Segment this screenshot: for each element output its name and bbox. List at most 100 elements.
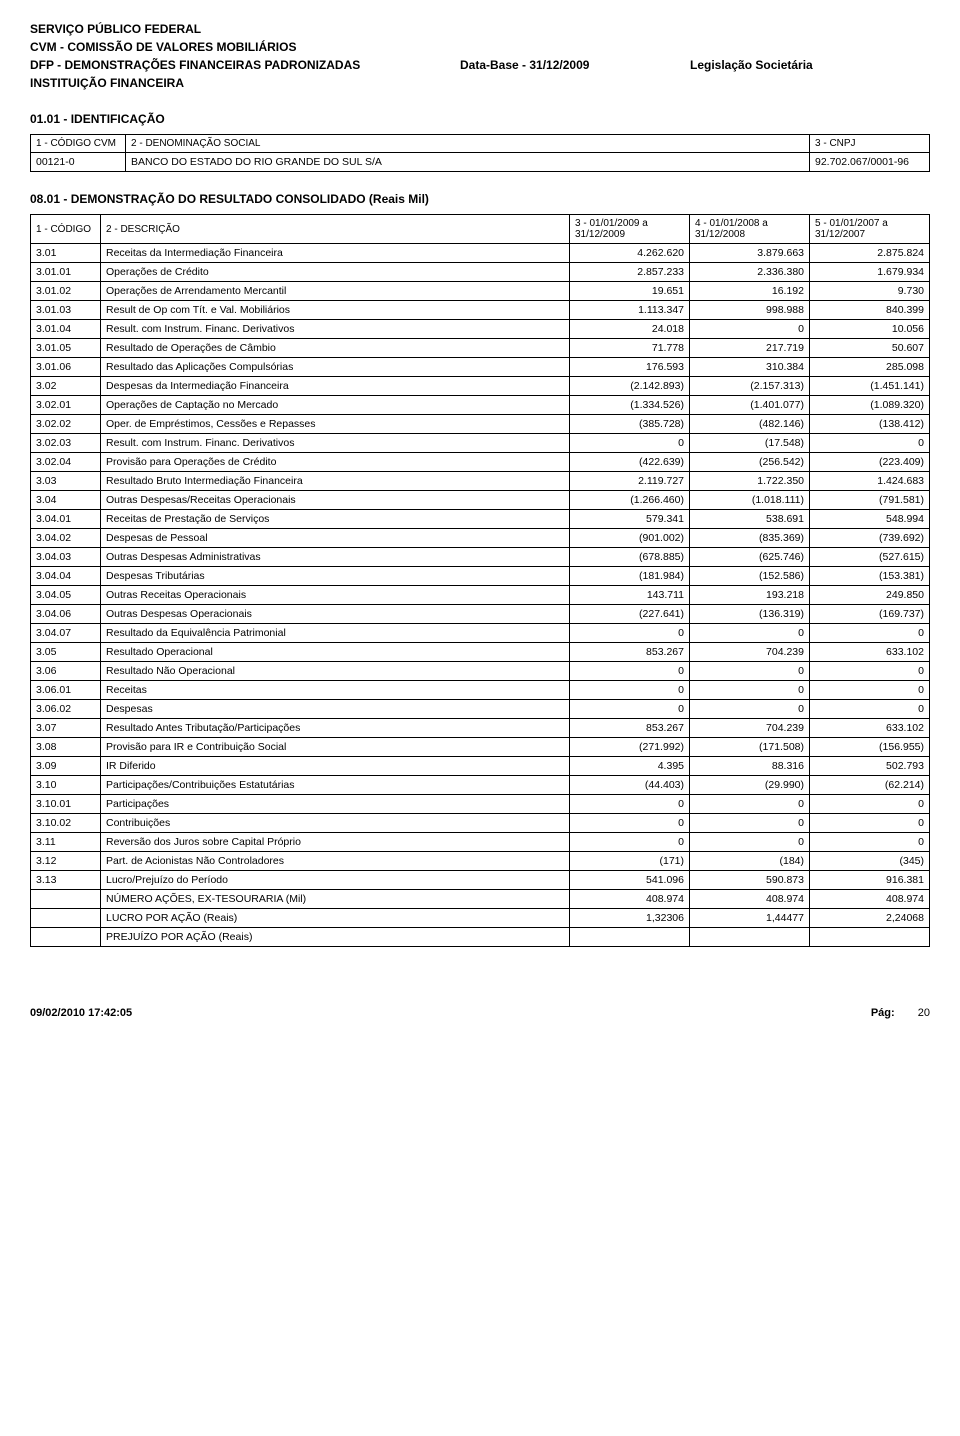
table-cell: 3.01	[31, 244, 101, 263]
table-cell: (156.955)	[810, 738, 930, 757]
table-cell: 1.679.934	[810, 263, 930, 282]
table-row: 3.04.04Despesas Tributárias(181.984)(152…	[31, 567, 930, 586]
table-cell: (678.885)	[570, 548, 690, 567]
table-cell: Outras Despesas Administrativas	[101, 548, 570, 567]
table-row: 3.10Participações/Contribuições Estatutá…	[31, 776, 930, 795]
table-cell: 0	[570, 814, 690, 833]
income-statement-title: 08.01 - DEMONSTRAÇÃO DO RESULTADO CONSOL…	[30, 192, 930, 206]
table-cell: 916.381	[810, 871, 930, 890]
table-row: 3.02.04Provisão para Operações de Crédit…	[31, 453, 930, 472]
table-cell: (1.401.077)	[690, 396, 810, 415]
table-cell: 408.974	[570, 890, 690, 909]
table-cell: (17.548)	[690, 434, 810, 453]
table-cell: PREJUÍZO POR AÇÃO (Reais)	[101, 928, 570, 947]
table-cell: 0	[690, 795, 810, 814]
table-row: 3.05Resultado Operacional853.267704.2396…	[31, 643, 930, 662]
fin-header-period-1: 3 - 01/01/2009 a 31/12/2009	[570, 215, 690, 244]
table-cell: 3.03	[31, 472, 101, 491]
table-cell: 3.04.03	[31, 548, 101, 567]
table-cell: 0	[690, 814, 810, 833]
table-row: 3.04.01Receitas de Prestação de Serviços…	[31, 510, 930, 529]
table-cell: Resultado das Aplicações Compulsórias	[101, 358, 570, 377]
table-cell: 3.04.06	[31, 605, 101, 624]
table-cell: Outras Receitas Operacionais	[101, 586, 570, 605]
table-cell: Result. com Instrum. Financ. Derivativos	[101, 320, 570, 339]
table-cell: (1.018.111)	[690, 491, 810, 510]
table-cell: 3.879.663	[690, 244, 810, 263]
table-cell: 579.341	[570, 510, 690, 529]
table-cell: (739.692)	[810, 529, 930, 548]
table-cell: 143.711	[570, 586, 690, 605]
table-cell: (152.586)	[690, 567, 810, 586]
table-row: 3.09IR Diferido4.39588.316502.793	[31, 757, 930, 776]
table-cell: 50.607	[810, 339, 930, 358]
table-cell: 3.13	[31, 871, 101, 890]
table-cell: 3.12	[31, 852, 101, 871]
table-cell: Receitas da Intermediação Financeira	[101, 244, 570, 263]
table-row: 3.01.02Operações de Arrendamento Mercant…	[31, 282, 930, 301]
table-cell: (184)	[690, 852, 810, 871]
table-cell: 3.04.07	[31, 624, 101, 643]
table-cell: (527.615)	[810, 548, 930, 567]
table-cell: (1.089.320)	[810, 396, 930, 415]
table-cell: 3.02	[31, 377, 101, 396]
table-cell: 3.08	[31, 738, 101, 757]
table-cell: 1.424.683	[810, 472, 930, 491]
table-cell: (2.157.313)	[690, 377, 810, 396]
page-footer: 09/02/2010 17:42:05 Pág: 20	[30, 1007, 930, 1019]
table-cell: 408.974	[690, 890, 810, 909]
table-cell: 0	[690, 320, 810, 339]
table-cell: Despesas da Intermediação Financeira	[101, 377, 570, 396]
table-cell: Operações de Crédito	[101, 263, 570, 282]
table-row: 3.04.05Outras Receitas Operacionais143.7…	[31, 586, 930, 605]
table-cell: 2.119.727	[570, 472, 690, 491]
table-cell: 408.974	[810, 890, 930, 909]
table-cell: 176.593	[570, 358, 690, 377]
table-cell: 0	[570, 833, 690, 852]
table-cell: 3.10.01	[31, 795, 101, 814]
table-cell: Outras Despesas Operacionais	[101, 605, 570, 624]
table-cell: 0	[690, 662, 810, 681]
table-cell: Receitas de Prestação de Serviços	[101, 510, 570, 529]
fin-header-code: 1 - CÓDIGO	[31, 215, 101, 244]
table-cell: 3.05	[31, 643, 101, 662]
table-cell: 853.267	[570, 643, 690, 662]
table-cell: Outras Despesas/Receitas Operacionais	[101, 491, 570, 510]
table-cell: 0	[690, 833, 810, 852]
table-cell: 3.01.04	[31, 320, 101, 339]
header-legislation: Legislação Societária	[690, 56, 930, 74]
table-cell: Lucro/Prejuízo do Período	[101, 871, 570, 890]
table-cell: 0	[810, 624, 930, 643]
table-cell: Despesas Tributárias	[101, 567, 570, 586]
table-cell: NÚMERO AÇÕES, EX-TESOURARIA (Mil)	[101, 890, 570, 909]
table-row: 3.01.06Resultado das Aplicações Compulsó…	[31, 358, 930, 377]
table-cell: (227.641)	[570, 605, 690, 624]
table-cell: Participações	[101, 795, 570, 814]
table-cell: 2,24068	[810, 909, 930, 928]
table-cell: Resultado Operacional	[101, 643, 570, 662]
table-row: NÚMERO AÇÕES, EX-TESOURARIA (Mil)408.974…	[31, 890, 930, 909]
footer-timestamp: 09/02/2010 17:42:05	[30, 1007, 132, 1019]
table-cell: 1.113.347	[570, 301, 690, 320]
table-cell: 3.06	[31, 662, 101, 681]
table-row: 3.01.03Result de Op com Tít. e Val. Mobi…	[31, 301, 930, 320]
table-cell: 0	[810, 814, 930, 833]
table-cell: 0	[570, 795, 690, 814]
table-row: 3.07Resultado Antes Tributação/Participa…	[31, 719, 930, 738]
header-line-1: SERVIÇO PÚBLICO FEDERAL	[30, 20, 930, 38]
table-row: 3.04Outras Despesas/Receitas Operacionai…	[31, 491, 930, 510]
table-cell: 1,32306	[570, 909, 690, 928]
table-cell: 0	[690, 681, 810, 700]
table-cell: (271.992)	[570, 738, 690, 757]
table-cell: Part. de Acionistas Não Controladores	[101, 852, 570, 871]
table-row: LUCRO POR AÇÃO (Reais)1,323061,444772,24…	[31, 909, 930, 928]
table-cell: 840.399	[810, 301, 930, 320]
table-cell: Resultado da Equivalência Patrimonial	[101, 624, 570, 643]
table-cell: (625.746)	[690, 548, 810, 567]
table-cell: 3.11	[31, 833, 101, 852]
table-row: PREJUÍZO POR AÇÃO (Reais)	[31, 928, 930, 947]
table-cell: Operações de Arrendamento Mercantil	[101, 282, 570, 301]
table-cell: 10.056	[810, 320, 930, 339]
table-cell	[570, 928, 690, 947]
table-cell: 3.01.02	[31, 282, 101, 301]
